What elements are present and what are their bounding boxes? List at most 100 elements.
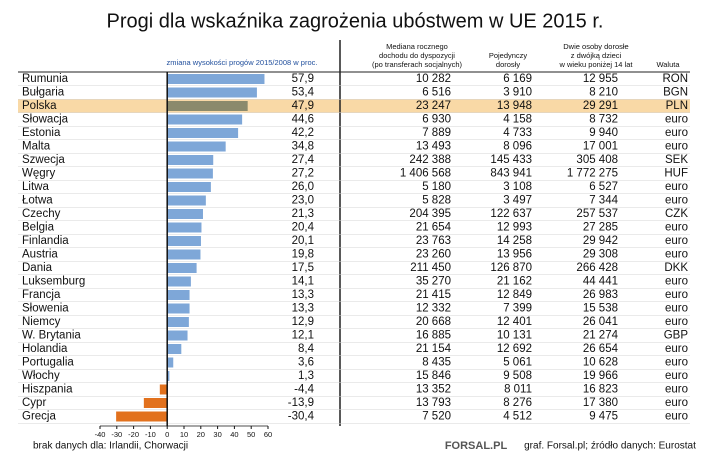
bar — [167, 222, 202, 233]
table-cell: 23 763 — [416, 235, 451, 247]
table-cell: 26 041 — [583, 316, 618, 328]
table-cell: PLN — [666, 100, 688, 112]
bar — [167, 128, 239, 138]
x-tick-label: -10 — [145, 430, 156, 439]
country-label: Litwa — [22, 181, 49, 193]
bar — [167, 182, 211, 192]
table-cell: 17 001 — [583, 141, 618, 153]
value-label: 57,9 — [292, 73, 314, 85]
country-label: Belgia — [22, 222, 55, 234]
table-cell: DKK — [664, 262, 688, 274]
value-label: 13,3 — [292, 303, 314, 315]
x-tick-label: 60 — [264, 430, 272, 439]
table-cell: 10 282 — [416, 73, 451, 85]
table-cell: 35 270 — [416, 276, 451, 288]
table-cell: 6 930 — [422, 114, 451, 126]
country-label: Włochy — [22, 370, 60, 382]
table-cell: 13 793 — [416, 397, 451, 409]
table-cell: 211 450 — [410, 262, 451, 274]
table-cell: 242 388 — [409, 154, 451, 166]
bar — [167, 195, 206, 206]
table-cell: euro — [665, 249, 688, 261]
table-cell: 12 849 — [497, 289, 532, 301]
table-cell: 9 475 — [589, 411, 618, 423]
table-cell: 29 308 — [583, 249, 618, 261]
table-cell: 7 520 — [422, 411, 451, 423]
bar — [167, 74, 265, 84]
table-cell: 27 285 — [583, 222, 618, 234]
table-cell: euro — [665, 276, 688, 288]
table-cell: 26 983 — [583, 289, 618, 301]
country-label: Węgry — [22, 168, 55, 180]
table-cell: 13 948 — [497, 100, 532, 112]
table-cell: 12 401 — [497, 316, 532, 328]
table-cell: 3 497 — [503, 195, 532, 207]
table-cell: 4 512 — [503, 411, 532, 423]
bar — [167, 209, 203, 219]
country-label: Holandia — [22, 343, 68, 355]
value-label: 17,5 — [292, 262, 314, 274]
bar — [167, 357, 174, 368]
table-cell: 8 276 — [503, 397, 532, 409]
table-cell: 13 956 — [497, 249, 532, 261]
value-label: 27,4 — [292, 154, 315, 166]
value-label: 13,3 — [292, 289, 314, 301]
country-label: Niemcy — [22, 316, 61, 328]
value-label: -4,4 — [294, 384, 314, 396]
table-cell: 8 096 — [503, 141, 532, 153]
bar — [159, 384, 168, 395]
table-cell: 44 441 — [583, 276, 618, 288]
table-cell: 4 733 — [503, 127, 532, 139]
table-cell: 6 527 — [589, 181, 618, 193]
table-cell: 266 428 — [576, 262, 618, 274]
value-label: 1,3 — [298, 370, 314, 382]
table-cell: 21 162 — [497, 276, 532, 288]
x-tick-label: -30 — [111, 430, 122, 439]
table-cell: 26 654 — [583, 343, 619, 355]
table-cell: euro — [665, 384, 688, 396]
bar — [167, 263, 197, 273]
table-cell: 12 993 — [497, 222, 532, 234]
value-label: 19,8 — [292, 249, 314, 261]
table-cell: 17 380 — [583, 397, 618, 409]
table-cell: 29 291 — [583, 100, 618, 112]
table-cell: euro — [665, 181, 688, 193]
table-cell: euro — [665, 411, 688, 423]
bar — [167, 371, 170, 381]
bar — [167, 101, 248, 111]
value-label: 44,6 — [292, 114, 314, 126]
x-tick-label: 10 — [180, 430, 188, 439]
country-label: Słowenia — [22, 303, 69, 315]
table-cell: 204 395 — [409, 208, 451, 220]
bar — [167, 155, 214, 165]
table-cell: SEK — [665, 154, 688, 166]
table-cell: 9 508 — [503, 370, 532, 382]
table-cell: 13 493 — [416, 141, 451, 153]
country-label: Polska — [22, 100, 57, 112]
table-cell: 1 772 275 — [567, 168, 618, 180]
country-label: Estonia — [22, 127, 61, 139]
table-cell: 9 940 — [589, 127, 618, 139]
table-cell: 7 889 — [422, 127, 451, 139]
bar — [167, 141, 226, 152]
bar — [167, 344, 182, 354]
x-tick-label: 50 — [247, 430, 255, 439]
x-tick-label: 40 — [230, 430, 238, 439]
table-cell: euro — [665, 370, 688, 382]
bar — [167, 290, 190, 300]
value-label: 12,9 — [292, 316, 314, 328]
column-header: (po transferach socjalnych) — [372, 60, 463, 69]
table-cell: 23 247 — [416, 100, 451, 112]
logo: FORSAL.PL — [445, 440, 508, 452]
column-header: Pojedynczy — [489, 51, 528, 60]
country-label: Grecja — [22, 411, 56, 423]
value-label: -30,4 — [288, 411, 315, 423]
table-cell: 13 352 — [416, 384, 451, 396]
table-cell: 12 332 — [416, 303, 451, 315]
country-label: Słowacja — [22, 114, 69, 126]
bar — [116, 411, 168, 422]
value-label: 26,0 — [292, 181, 314, 193]
x-tick-label: 0 — [165, 430, 169, 439]
table-cell: 4 158 — [503, 114, 532, 126]
